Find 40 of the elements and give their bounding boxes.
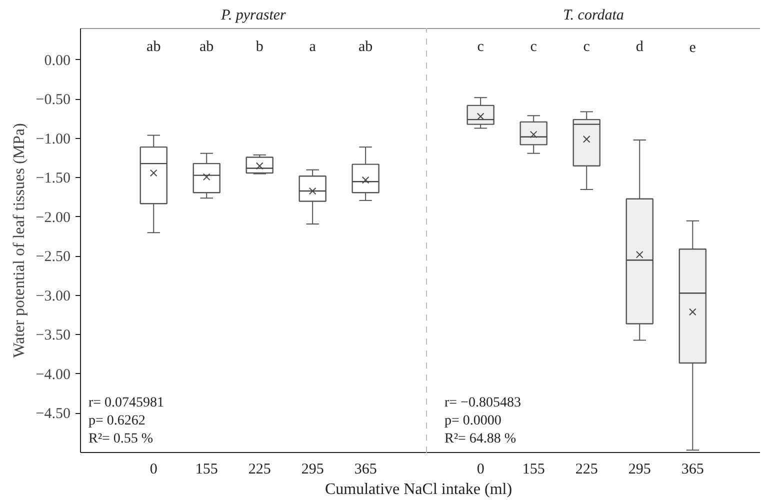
annotation: b: [256, 38, 264, 55]
annotation: e: [689, 40, 696, 56]
y-tick-label: −0.50: [36, 92, 71, 108]
annotation: r= −0.805483: [444, 396, 521, 410]
annotation: c: [583, 38, 590, 55]
y-tick-label: 0.00: [44, 52, 70, 69]
y-tick-label: −4.50: [36, 406, 71, 422]
y-tick-label: −3.50: [36, 328, 71, 344]
annotation: c: [477, 38, 484, 55]
annotation: ab: [358, 38, 373, 55]
x-tick-label: 0: [476, 462, 484, 478]
annotation: r= 0.0745981: [88, 396, 164, 410]
y-tick-label: −3.00: [36, 288, 71, 304]
x-tick-label: 155: [195, 462, 218, 478]
annotation: d: [636, 38, 644, 55]
y-axis-title: Water potential of leaf tissues (MPa): [10, 123, 28, 358]
annotation: ab: [146, 38, 161, 55]
y-tick-label: −2.50: [36, 249, 71, 266]
annotation: a: [309, 38, 316, 55]
x-tick-label: 0: [150, 462, 158, 478]
annotation: ab: [200, 38, 214, 55]
x-tick-label: 295: [301, 462, 324, 478]
chart-title: P. pyraster: [220, 8, 286, 24]
annotation: p= 0.0000: [444, 414, 502, 428]
x-tick-label: 225: [248, 462, 271, 478]
annotation: R²= 0.55 %: [88, 432, 154, 446]
y-tick-label: −1.00: [36, 131, 71, 148]
x-axis-title: Cumulative NaCl intake (ml): [324, 481, 512, 498]
annotation: p= 0.6262: [88, 414, 146, 428]
annotation: c: [530, 38, 538, 55]
x-tick-label: 155: [522, 462, 545, 478]
y-tick-label: −4.00: [36, 366, 71, 383]
x-tick-label: 365: [354, 462, 377, 478]
chart-title: T. cordata: [563, 8, 624, 24]
x-tick-label: 225: [575, 462, 598, 478]
annotation: R²= 64.88 %: [444, 432, 516, 446]
x-tick-label: 295: [628, 462, 651, 478]
x-tick-label: 365: [681, 462, 704, 478]
y-tick-label: −1.50: [36, 170, 71, 187]
y-tick-label: −2.00: [36, 210, 71, 226]
